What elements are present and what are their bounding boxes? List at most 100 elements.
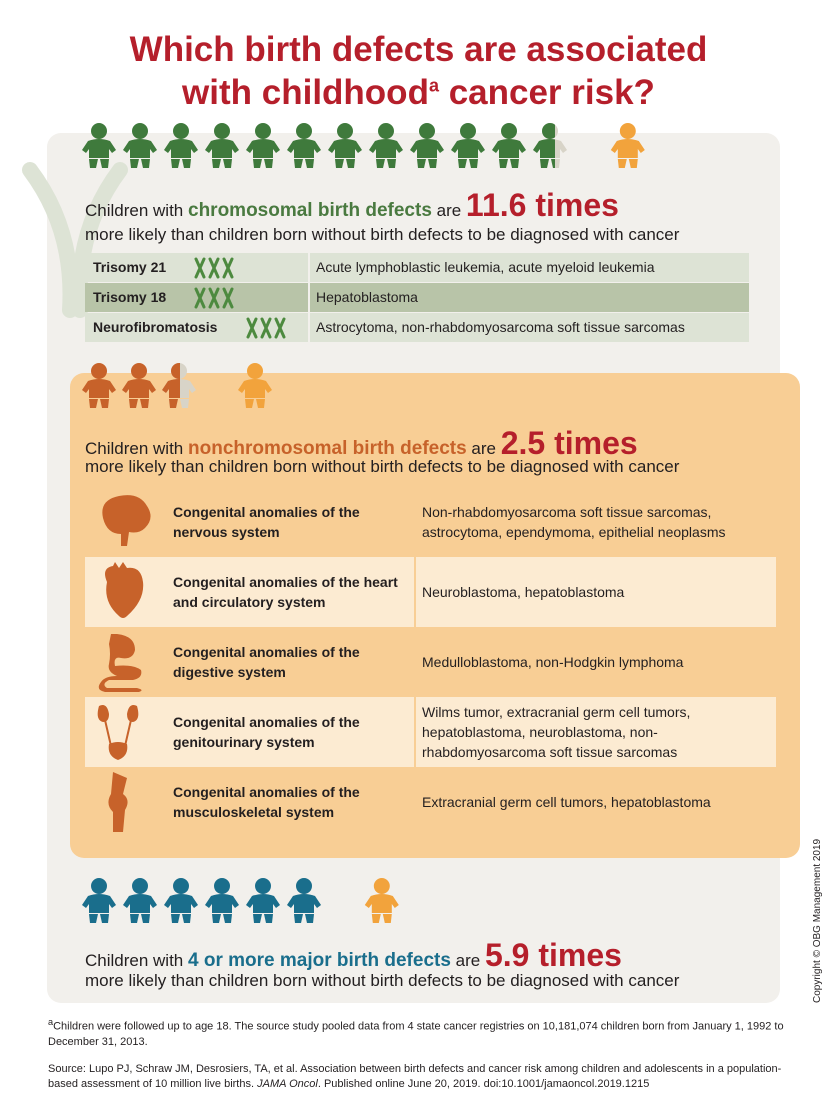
nonchromosomal-risk-pictogram (82, 363, 272, 408)
baby-icon (246, 123, 280, 168)
condition-label: Trisomy 18 (93, 289, 167, 305)
nonchromosomal-table: Congenital anomalies of the nervous syst… (85, 487, 776, 837)
cancers-label: Medulloblastoma, non-Hodgkin lymphoma (422, 654, 684, 670)
anomaly-label: Congenital anomalies of the nervous syst… (173, 504, 360, 540)
stat-value: 5.9 times (484, 937, 622, 973)
cancers-label: Wilms tumor, extracranial germ cell tumo… (422, 704, 691, 760)
major-defects-stat: Children with 4 or more major birth defe… (85, 937, 622, 974)
table-row: Congenital anomalies of the heart and ci… (85, 557, 776, 627)
table-row: Neurofibromatosis Astrocytoma, non-rhabdo… (85, 313, 749, 342)
condition-cell: Neurofibromatosis (85, 313, 308, 342)
cancers-cell: Acute lymphoblastic leukemia, acute myel… (310, 253, 749, 282)
cancers-cell: Non-rhabdomyosarcoma soft tissue sarcoma… (416, 487, 776, 557)
baby-icon (451, 123, 485, 168)
anomaly-cell: Congenital anomalies of the nervous syst… (85, 487, 414, 557)
digestive-system-icon (98, 634, 142, 692)
title-footnote-marker: a (428, 75, 439, 96)
condition-label: Trisomy 21 (93, 259, 167, 275)
source-prefix: Source: Lupo PJ, Schraw JM, Desrosiers, … (48, 1063, 782, 1090)
cancers-cell: Neuroblastoma, hepatoblastoma (416, 557, 776, 627)
title-line-1: Which birth defects are associated (129, 30, 708, 69)
anomaly-label: Congenital anomalies of the digestive sy… (173, 644, 360, 680)
cancers-cell: Astrocytoma, non-rhabdomyosarcoma soft t… (310, 313, 749, 342)
baby-icon (287, 878, 321, 923)
stat-value: 2.5 times (500, 425, 638, 461)
stat-highlight: 4 or more major birth defects (188, 950, 451, 971)
baby-icon (610, 123, 645, 168)
baby-icon (123, 878, 157, 923)
baby-icon (410, 123, 444, 168)
nonchromosomal-stat: Children with nonchromosomal birth defec… (85, 425, 638, 462)
chromosomal-risk-pictogram (82, 123, 645, 168)
heart-icon (105, 562, 144, 618)
title-line-2-end: cancer risk? (438, 73, 655, 112)
stat-prefix: Children with (85, 951, 188, 970)
chromosome-decoration-icon (22, 162, 128, 318)
baby-icon (492, 123, 526, 168)
footnote-marker: a (48, 1017, 54, 1027)
stat-value: 11.6 times (465, 187, 619, 223)
table-row: Congenital anomalies of the genitourinar… (85, 697, 776, 767)
baby-icon (162, 363, 196, 408)
baby-icon (246, 878, 280, 923)
baby-icon (82, 878, 116, 923)
table-row: Congenital anomalies of the digestive sy… (85, 627, 776, 697)
chromosome-pair-icon (246, 317, 286, 339)
cancers-cell: Extracranial germ cell tumors, hepatobla… (416, 767, 776, 837)
condition-label: Neurofibromatosis (93, 319, 218, 335)
source-journal: JAMA Oncol (257, 1078, 318, 1090)
baby-icon (287, 123, 321, 168)
baby-icon (123, 123, 157, 168)
knee-joint-icon (108, 772, 128, 832)
title-line-2-text: with childhood (182, 73, 429, 112)
anomaly-cell: Congenital anomalies of the musculoskele… (85, 767, 414, 837)
table-row: Trisomy 18 Hepatoblastoma (85, 283, 749, 312)
nonchromosomal-stat-subline: more likely than children born without b… (85, 457, 680, 476)
chromosomal-stat: Children with chromosomal birth defects … (85, 187, 619, 224)
footnote: aChildren were followed up to age 18. Th… (48, 1015, 808, 1050)
cancers-cell: Wilms tumor, extracranial germ cell tumo… (416, 697, 776, 767)
baby-icon (205, 878, 239, 923)
anomaly-label: Congenital anomalies of the heart and ci… (173, 574, 398, 610)
chromosome-pair-icon (194, 287, 234, 309)
chromosomal-stat-subline: more likely than children born without b… (85, 225, 680, 244)
baby-icon (369, 123, 403, 168)
baby-icon (364, 878, 399, 923)
cancers-label: Neuroblastoma, hepatoblastoma (422, 584, 625, 600)
stat-highlight: chromosomal birth defects (188, 200, 432, 221)
footnote-text: Children were followed up to age 18. The… (48, 1020, 784, 1048)
baby-icon (328, 123, 362, 168)
table-row: Congenital anomalies of the nervous syst… (85, 487, 776, 557)
cancers-cell: Medulloblastoma, non-Hodgkin lymphoma (416, 627, 776, 697)
cancers-cell: Hepatoblastoma (310, 283, 749, 312)
brain-icon (102, 495, 151, 546)
page-title: Which birth defects are associated with … (0, 28, 837, 114)
major-defects-risk-pictogram (82, 878, 399, 923)
table-row: Trisomy 21 Acute lymphoblastic leukemia, … (85, 253, 749, 282)
source-suffix: . Published online June 20, 2019. doi:10… (317, 1078, 650, 1090)
copyright-notice: Copyright © OBG Management 2019 (812, 838, 823, 1003)
stat-middle: are (450, 951, 485, 970)
anomaly-cell: Congenital anomalies of the heart and ci… (85, 557, 414, 627)
anomaly-label: Congenital anomalies of the musculoskele… (173, 784, 360, 820)
cancers-label: Non-rhabdomyosarcoma soft tissue sarcoma… (422, 504, 726, 540)
baby-icon (122, 363, 156, 408)
stat-middle: are (431, 201, 466, 220)
chromosomal-table: Trisomy 21 Acute lymphoblastic leukemia, … (85, 253, 749, 343)
stat-prefix: Children with (85, 439, 188, 458)
kidneys-icon (97, 705, 139, 760)
baby-icon (533, 123, 567, 168)
baby-icon (164, 123, 198, 168)
condition-cell: Trisomy 21 (85, 253, 308, 282)
baby-icon (164, 878, 198, 923)
baby-icon (82, 123, 116, 168)
anomaly-cell: Congenital anomalies of the digestive sy… (85, 627, 414, 697)
anomaly-label: Congenital anomalies of the genitourinar… (173, 714, 360, 750)
anomaly-cell: Congenital anomalies of the genitourinar… (85, 697, 414, 767)
chromosome-pair-icon (194, 257, 234, 279)
baby-icon (82, 363, 116, 408)
stat-prefix: Children with (85, 201, 188, 220)
baby-icon (238, 363, 272, 408)
stat-middle: are (466, 439, 501, 458)
source-citation: Source: Lupo PJ, Schraw JM, Desrosiers, … (48, 1062, 808, 1092)
